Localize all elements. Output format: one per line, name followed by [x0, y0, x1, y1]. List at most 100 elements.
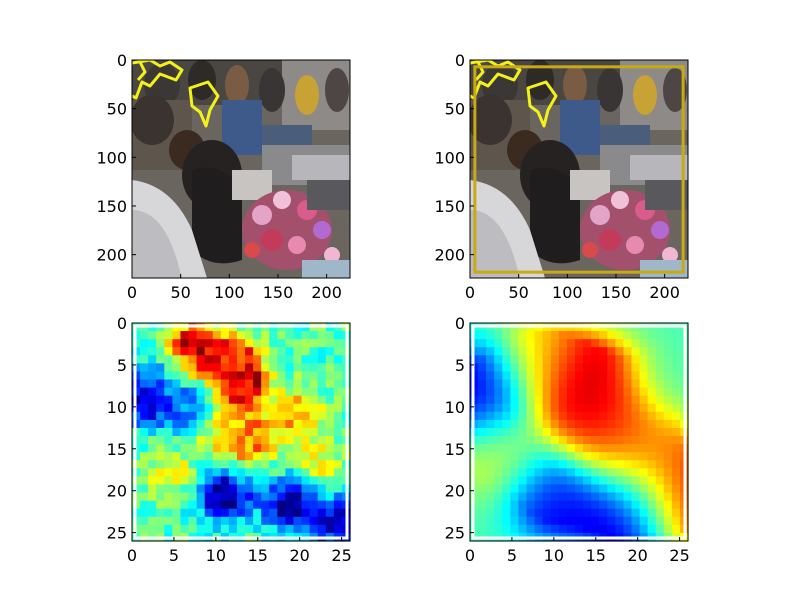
heatmap-cell: [180, 387, 190, 397]
heatmap-cell: [212, 363, 222, 373]
heatmap-cell: [583, 347, 592, 356]
heatmap-cell: [220, 339, 230, 348]
heatmap-cell: [486, 476, 495, 486]
heatmap-cell: [212, 460, 222, 469]
heatmap-cell: [647, 371, 657, 381]
heatmap-cell: [671, 452, 681, 461]
heatmap-cell: [647, 363, 657, 373]
heatmap-cell: [607, 508, 616, 518]
heatmap-cell: [164, 524, 173, 534]
heatmap-cell: [486, 347, 495, 356]
heatmap-cell: [542, 516, 552, 526]
heatmap-cell: [615, 339, 625, 348]
heatmap-cell: [317, 468, 327, 478]
heatmap-cell: [236, 452, 246, 461]
heatmap-cell: [180, 500, 190, 510]
heatmap-cell: [236, 395, 246, 405]
heatmap-cell: [196, 476, 206, 486]
heatmap-cell: [245, 395, 254, 405]
heatmap-cell: [623, 339, 633, 348]
heatmap-cell: [261, 355, 270, 364]
heatmap-cell: [172, 411, 182, 421]
heatmap-cell: [172, 452, 182, 461]
heatmap-cell: [502, 403, 511, 413]
heatmap-cell: [277, 363, 287, 373]
heatmap-cell: [639, 411, 649, 421]
heatmap-cell: [285, 460, 295, 469]
heatmap-cell: [542, 476, 552, 486]
heatmap-cell: [212, 427, 222, 437]
heatmap-cell: [285, 411, 295, 421]
heatmap-cell: [671, 476, 681, 486]
heatmap-cell: [172, 403, 182, 413]
heatmap-cell: [277, 339, 287, 348]
heatmap-cell: [253, 427, 262, 437]
heatmap-cell: [583, 452, 592, 461]
heatmap-cell: [623, 436, 633, 445]
heatmap-cell: [558, 387, 568, 397]
heatmap-cell: [574, 379, 584, 389]
heatmap-cell: [228, 419, 238, 429]
heatmap-cell: [148, 452, 157, 461]
heatmap-cell: [478, 427, 487, 437]
heatmap-cell: [140, 387, 149, 397]
heatmap-cell: [204, 411, 214, 421]
heatmap-cell: [140, 524, 149, 534]
heatmap-cell: [317, 411, 327, 421]
heatmap-cell: [293, 419, 303, 429]
heatmap-cell: [599, 468, 608, 478]
y-tick-label: 100: [96, 148, 127, 167]
heatmap-cell: [623, 508, 633, 518]
heatmap-cell: [261, 452, 270, 461]
heatmap-cell: [486, 355, 495, 364]
heatmap-cell: [285, 363, 295, 373]
heatmap-cell: [558, 476, 568, 486]
heatmap-cell: [325, 460, 335, 469]
heatmap-cell: [317, 331, 327, 340]
heatmap-cell: [599, 347, 608, 356]
heatmap-cell: [285, 339, 295, 348]
heatmap-cell: [558, 339, 568, 348]
heatmap-cell: [615, 492, 625, 502]
x-tick-label: 5: [169, 546, 179, 565]
heatmap-cell: [671, 371, 681, 381]
photo-image-with-box: [470, 60, 688, 278]
heatmap-cell: [510, 468, 520, 478]
heatmap-cell: [253, 484, 262, 494]
heatmap-cell: [325, 452, 335, 461]
heatmap-cell: [599, 500, 608, 510]
heatmap-cell: [534, 387, 544, 397]
heatmap-cell: [261, 347, 270, 356]
heatmap-cell: [261, 331, 270, 340]
heatmap-cell: [623, 476, 633, 486]
heatmap-cell: [655, 460, 665, 469]
heatmap-cell: [639, 339, 649, 348]
heatmap-cell: [245, 484, 254, 494]
heatmap-cell: [550, 476, 560, 486]
heatmap-cell: [140, 363, 149, 373]
heatmap-cell: [236, 411, 246, 421]
heatmap-cell: [301, 387, 311, 397]
heatmap-cell: [196, 379, 206, 389]
heatmap-cell: [228, 387, 238, 397]
heatmap-cell: [164, 516, 173, 526]
heatmap-cell: [647, 452, 657, 461]
heatmap-cell: [502, 331, 511, 340]
heatmap-cell: [309, 387, 319, 397]
heatmap-cell: [188, 427, 198, 437]
heatmap-cell: [301, 492, 311, 502]
heatmap-cell: [607, 492, 616, 502]
heatmap-cell: [518, 395, 528, 405]
heatmap-cell: [309, 419, 319, 429]
heatmap-cell: [196, 524, 206, 534]
heatmap-cell: [518, 524, 528, 534]
heatmap-cell: [607, 484, 616, 494]
heatmap-cell: [204, 355, 214, 364]
heatmap-cell: [486, 452, 495, 461]
heatmap-cell: [534, 355, 544, 364]
heatmap-cell: [212, 508, 222, 518]
heatmap-cell: [228, 339, 238, 348]
heatmap-cell: [333, 387, 343, 397]
heatmap-cell: [615, 347, 625, 356]
heatmap-cell: [663, 516, 673, 526]
